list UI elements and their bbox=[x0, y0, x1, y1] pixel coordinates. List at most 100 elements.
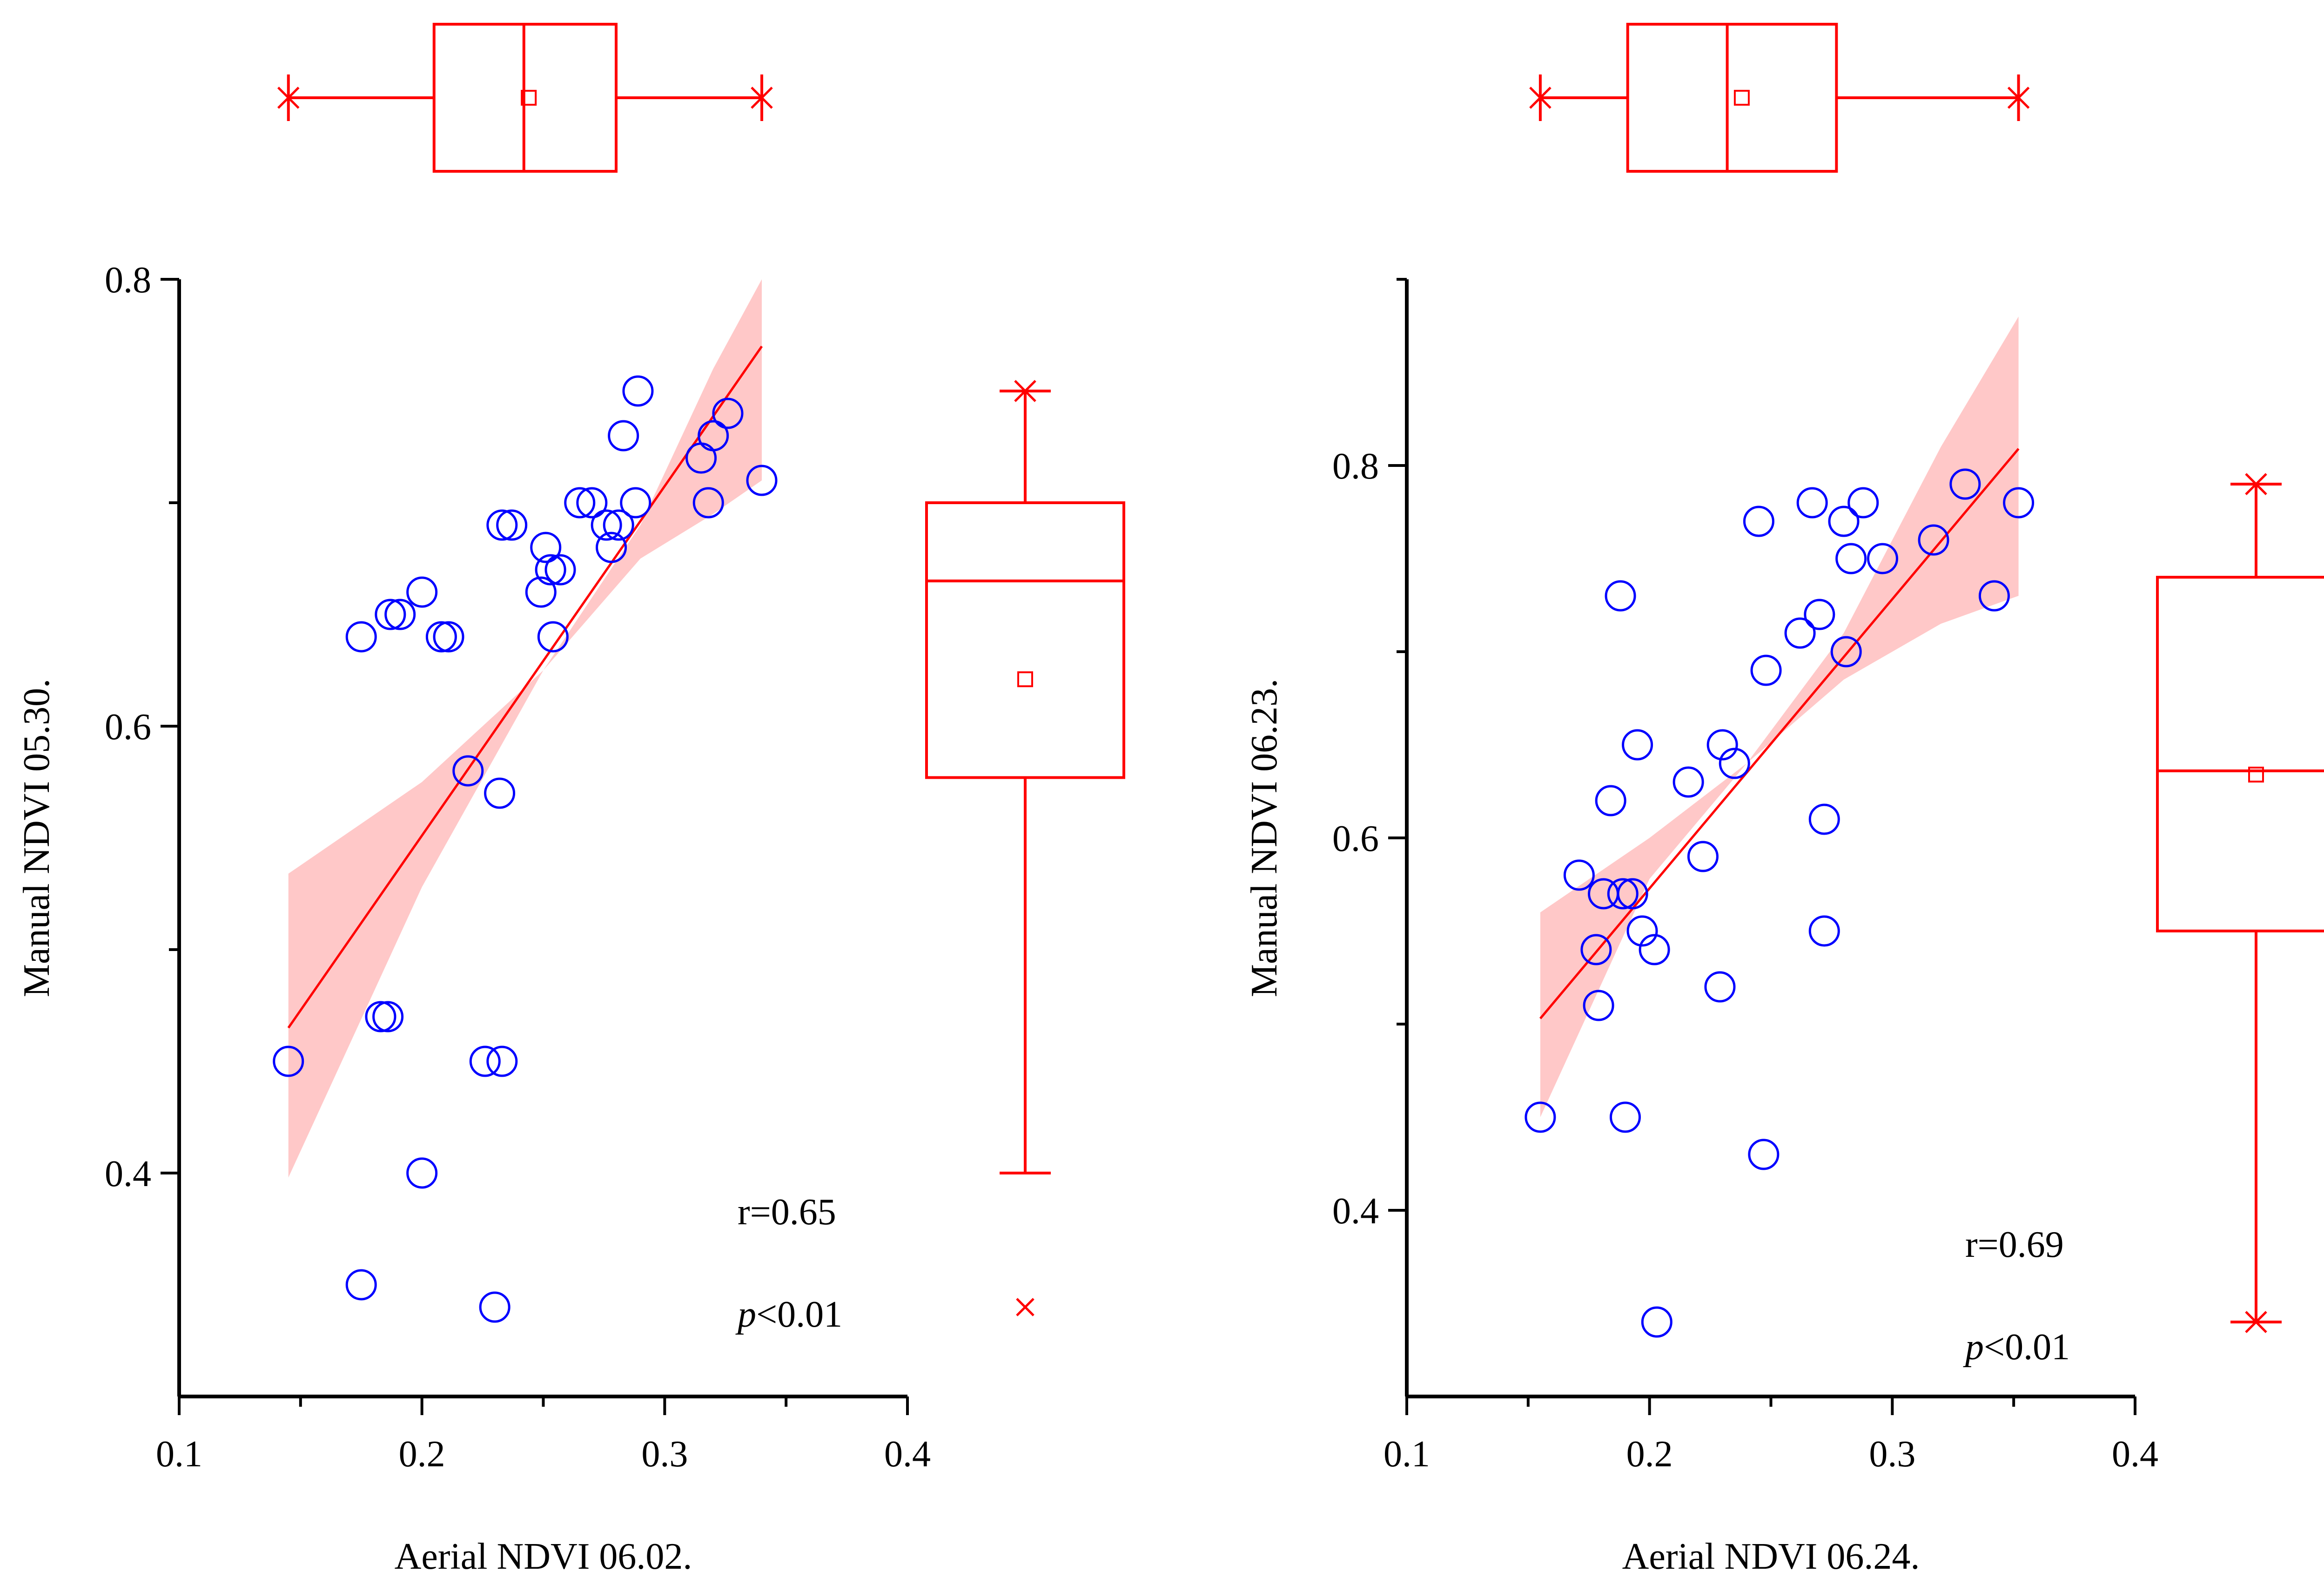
left-p-annotation: p<0.01 bbox=[735, 1294, 842, 1335]
left-point-1 bbox=[345, 621, 377, 653]
right-point-20 bbox=[1748, 1139, 1780, 1170]
right-y-axis-title: Manual NDVI 06.23. bbox=[1244, 679, 1285, 997]
right-point-5 bbox=[1595, 785, 1626, 816]
left-y-tick-label-0: 0.4 bbox=[105, 1154, 151, 1194]
left-point-19 bbox=[530, 532, 562, 563]
left-ybox-box bbox=[925, 501, 1125, 779]
right-point-18 bbox=[1719, 748, 1750, 779]
left-x-axis-title: Aerial NDVI 06.02. bbox=[395, 1536, 692, 1577]
left-point-30 bbox=[622, 375, 654, 407]
right-point-33 bbox=[1949, 468, 1981, 500]
left-point-14 bbox=[484, 777, 516, 809]
left-point-9 bbox=[425, 621, 457, 653]
left-point-27 bbox=[603, 509, 634, 541]
left-xbox-mean bbox=[521, 90, 537, 106]
right-ybox-max-marker bbox=[2245, 473, 2267, 495]
right-x-boxplot bbox=[1529, 23, 2030, 173]
right-x-tick-label-3: 0.4 bbox=[2112, 1434, 2158, 1475]
left-point-11 bbox=[452, 755, 484, 787]
right-point-12 bbox=[1639, 934, 1670, 965]
left-point-8 bbox=[406, 1157, 438, 1189]
left-xbox-min-marker bbox=[277, 87, 300, 109]
left-point-18 bbox=[525, 576, 557, 608]
left-point-17 bbox=[496, 509, 528, 541]
right-panel: 0.1 0.2 0.3 0.4 0.4 0.6 0.8 Aerial NDVI 06.24.… bbox=[1244, 23, 2324, 1577]
right-point-32 bbox=[1918, 524, 1949, 556]
right-point-29 bbox=[1835, 543, 1867, 574]
left-ybox-max-marker bbox=[1014, 380, 1036, 402]
right-ybox-mean bbox=[2248, 767, 2264, 783]
right-point-2 bbox=[1580, 934, 1612, 965]
left-point-29 bbox=[620, 487, 652, 519]
right-y-tick-label-1: 0.6 bbox=[1332, 818, 1379, 859]
right-x-tick-label-1: 0.2 bbox=[1626, 1434, 1673, 1475]
right-point-23 bbox=[1796, 487, 1828, 519]
right-xbox-max-marker bbox=[2007, 87, 2030, 109]
right-point-11 bbox=[1626, 915, 1658, 947]
left-band-area bbox=[288, 279, 762, 1178]
right-point-19 bbox=[1743, 506, 1774, 537]
right-point-31 bbox=[1867, 543, 1898, 574]
right-x-tick-label-0: 0.1 bbox=[1384, 1434, 1430, 1475]
right-p-italic: p bbox=[1963, 1327, 1984, 1368]
left-point-13 bbox=[479, 1291, 510, 1323]
right-point-7 bbox=[1607, 878, 1639, 910]
right-point-22 bbox=[1784, 617, 1816, 649]
left-point-2 bbox=[345, 1269, 377, 1301]
right-point-24 bbox=[1804, 599, 1835, 630]
right-ybox-min-marker bbox=[2245, 1311, 2267, 1333]
left-point-26 bbox=[596, 532, 627, 563]
left-x-tick-label-1: 0.2 bbox=[399, 1434, 445, 1475]
right-point-21 bbox=[1750, 654, 1782, 686]
left-point-35 bbox=[746, 465, 778, 496]
left-regression-line bbox=[287, 345, 763, 1029]
left-confidence-band bbox=[288, 279, 762, 1178]
left-point-24 bbox=[576, 487, 608, 519]
left-point-28 bbox=[608, 420, 639, 452]
left-point-33 bbox=[698, 420, 729, 452]
right-y-tick-label-0: 0.4 bbox=[1332, 1191, 1379, 1232]
left-y-axis-title: Manual NDVI 05.30. bbox=[16, 679, 57, 997]
right-point-9 bbox=[1617, 878, 1648, 910]
left-y-boxplot bbox=[925, 380, 1125, 1316]
left-ybox-outlier-0 bbox=[1016, 1298, 1034, 1316]
left-point-32 bbox=[692, 487, 724, 519]
right-y-boxplot bbox=[2156, 473, 2324, 1333]
left-x-tick-label-2: 0.3 bbox=[641, 1434, 688, 1475]
right-point-15 bbox=[1687, 841, 1719, 872]
right-point-3 bbox=[1583, 990, 1614, 1021]
left-point-6 bbox=[384, 599, 416, 630]
left-point-16 bbox=[486, 509, 518, 541]
right-point-14 bbox=[1672, 766, 1704, 798]
left-y-tick-label-2: 0.8 bbox=[105, 260, 151, 301]
left-point-7 bbox=[406, 576, 438, 608]
right-p-value: <0.01 bbox=[1984, 1327, 2070, 1368]
right-point-27 bbox=[1828, 506, 1860, 537]
right-ybox-box bbox=[2156, 576, 2324, 932]
right-point-17 bbox=[1706, 729, 1738, 761]
left-point-22 bbox=[544, 554, 576, 586]
left-ybox-mean bbox=[1017, 671, 1033, 688]
left-point-12 bbox=[469, 1046, 501, 1077]
left-points bbox=[273, 375, 778, 1323]
right-points bbox=[1525, 468, 2035, 1338]
right-x-axis-title: Aerial NDVI 06.24. bbox=[1622, 1536, 1920, 1577]
left-p-value: <0.01 bbox=[756, 1294, 842, 1335]
right-point-35 bbox=[2003, 487, 2035, 519]
left-point-3 bbox=[365, 1001, 396, 1032]
left-point-0 bbox=[273, 1046, 304, 1077]
right-point-30 bbox=[1847, 487, 1879, 519]
left-point-5 bbox=[375, 599, 406, 630]
right-point-26 bbox=[1808, 915, 1840, 947]
left-x-tick-label-0: 0.1 bbox=[156, 1434, 202, 1475]
left-ticks: 0.1 0.2 0.3 0.4 0.4 0.6 0.8 bbox=[105, 260, 931, 1475]
left-point-4 bbox=[372, 1001, 404, 1032]
left-point-25 bbox=[591, 509, 622, 541]
right-point-13 bbox=[1641, 1306, 1672, 1338]
right-point-34 bbox=[1978, 580, 2010, 612]
left-fit-line bbox=[287, 345, 763, 1029]
left-x-boxplot bbox=[277, 23, 773, 173]
left-r-annotation: r=0.65 bbox=[738, 1192, 836, 1233]
right-point-1 bbox=[1563, 859, 1595, 891]
right-xbox-box bbox=[1626, 23, 1838, 173]
